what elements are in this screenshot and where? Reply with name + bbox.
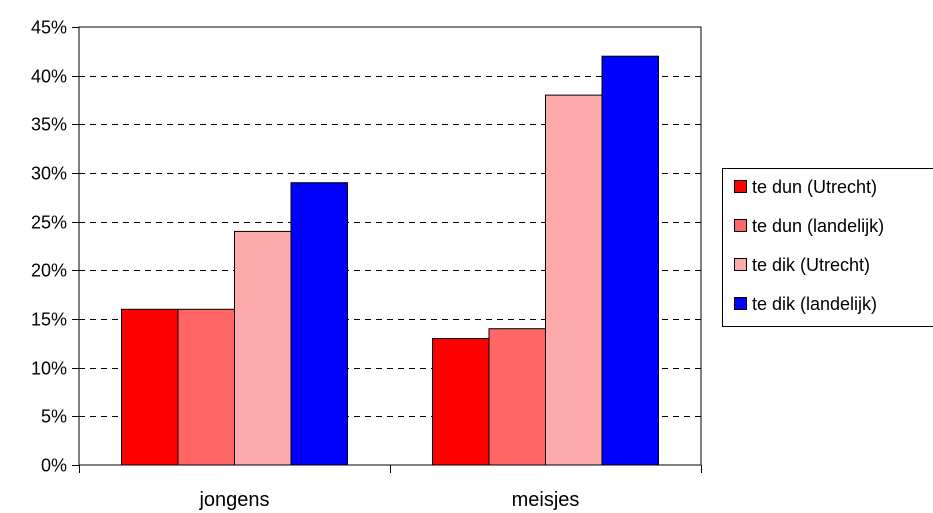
y-axis-ticks: 0% 5% 10% 15% 20% 25% 30% 35% 40% 45% bbox=[31, 18, 79, 476]
y-tick-label: 20% bbox=[31, 261, 67, 281]
bars bbox=[121, 55, 659, 466]
y-tick-label: 45% bbox=[31, 18, 67, 38]
y-tick-label: 10% bbox=[31, 359, 67, 379]
legend-swatch bbox=[734, 180, 747, 193]
bar-0-2 bbox=[234, 230, 292, 466]
x-axis-labels: jongens meisjes bbox=[198, 489, 579, 511]
y-tick-label: 25% bbox=[31, 213, 67, 233]
x-category-label: jongens bbox=[198, 489, 269, 511]
bar-1-1 bbox=[488, 328, 546, 466]
bar-0-0 bbox=[121, 308, 179, 466]
y-tick-label: 40% bbox=[31, 67, 67, 87]
axes bbox=[78, 26, 702, 473]
legend-swatch bbox=[734, 258, 747, 271]
legend-swatch bbox=[734, 219, 747, 232]
legend-label: te dik (Utrecht) bbox=[752, 255, 870, 275]
x-category-label: meisjes bbox=[512, 489, 580, 511]
y-tick-label: 30% bbox=[31, 164, 67, 184]
legend-swatch bbox=[734, 297, 747, 310]
legend-label: te dik (landelijk) bbox=[752, 294, 877, 314]
bar-0-1 bbox=[177, 308, 235, 466]
bar-1-3 bbox=[601, 55, 659, 466]
legend-box bbox=[722, 168, 933, 327]
bar-0-3 bbox=[290, 182, 348, 466]
legend-label: te dun (Utrecht) bbox=[752, 177, 877, 197]
bar-1-0 bbox=[432, 338, 490, 466]
y-tick-label: 0% bbox=[41, 456, 67, 476]
legend-label: te dun (landelijk) bbox=[752, 216, 884, 236]
y-tick-label: 35% bbox=[31, 115, 67, 135]
y-tick-label: 15% bbox=[31, 310, 67, 330]
legend: te dun (Utrecht) te dun (landelijk) te dik… bbox=[722, 168, 933, 327]
bar-1-2 bbox=[545, 94, 603, 466]
y-tick-label: 5% bbox=[41, 407, 67, 427]
